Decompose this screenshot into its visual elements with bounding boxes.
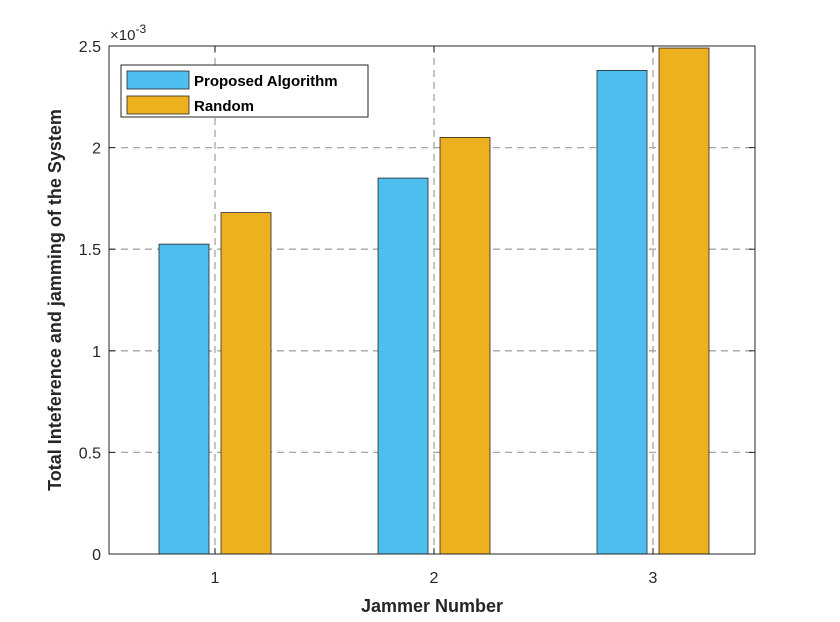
bar-random-1 bbox=[220, 212, 272, 555]
legend-swatch-proposed bbox=[126, 70, 190, 90]
legend-label-proposed: Proposed Algorithm bbox=[194, 73, 338, 90]
x-tick-label: 2 bbox=[430, 570, 439, 587]
y-tick-label: 2.5 bbox=[79, 39, 101, 56]
bar-proposed-2 bbox=[377, 177, 429, 555]
bar-proposed-3 bbox=[596, 69, 648, 555]
y-axis-label: Total Inteference and jamming of the Sys… bbox=[45, 109, 65, 491]
y-tick-label: 0 bbox=[92, 547, 101, 564]
bar-proposed-1 bbox=[158, 243, 210, 555]
y-tick-label: 1.5 bbox=[79, 242, 101, 259]
bars bbox=[158, 47, 710, 555]
y-exponent-base: ×10 bbox=[110, 27, 135, 44]
y-tick-label: 1 bbox=[92, 344, 101, 361]
bar-random-2 bbox=[439, 137, 491, 555]
y-tick-label: 0.5 bbox=[79, 445, 101, 462]
axis-ticks: 0 0.5 1 1.5 2 2.5 1 2 3 bbox=[79, 39, 755, 587]
plot-frame bbox=[108, 45, 756, 555]
x-axis-label: Jammer Number bbox=[361, 596, 503, 616]
legend: Proposed Algorithm Random bbox=[120, 64, 369, 118]
y-exponent-label: ×10-3 bbox=[110, 22, 146, 44]
legend-label-random: Random bbox=[194, 98, 254, 115]
y-exponent-power: -3 bbox=[135, 22, 146, 36]
x-tick-label: 1 bbox=[211, 570, 220, 587]
x-tick-label: 3 bbox=[649, 570, 658, 587]
legend-swatch-random bbox=[126, 95, 190, 115]
bar-random-3 bbox=[658, 47, 710, 555]
y-tick-label: 2 bbox=[92, 141, 101, 158]
grid-lines bbox=[109, 46, 755, 554]
